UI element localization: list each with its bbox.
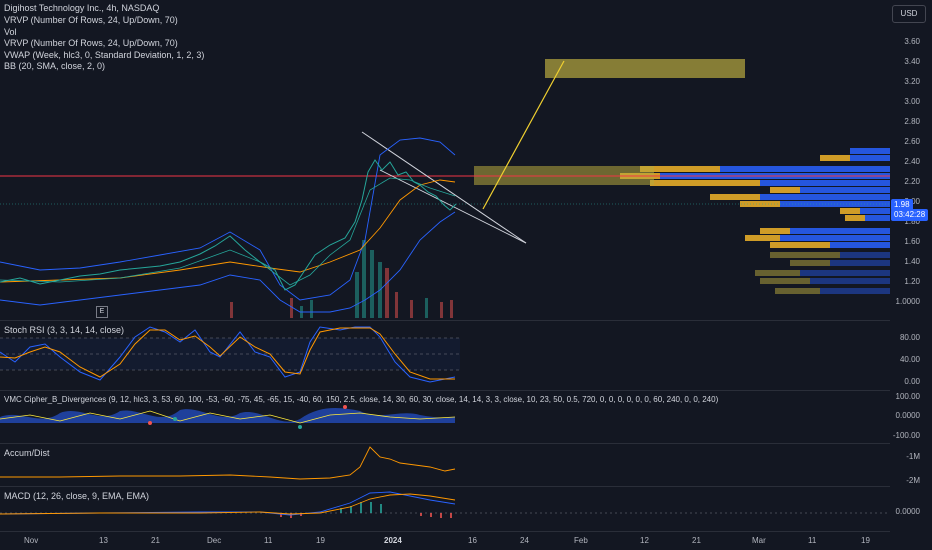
vmc-cipher-pane[interactable] (0, 405, 890, 443)
pane-divider[interactable] (0, 486, 890, 487)
vmc-tick: 0.0000 (895, 411, 920, 420)
date-tick: 11 (808, 536, 817, 545)
date-tick: Dec (207, 536, 222, 545)
date-tick: Nov (24, 536, 39, 545)
date-tick: 12 (640, 536, 649, 545)
date-tick: Mar (752, 536, 766, 545)
main-price-chart[interactable] (0, 0, 890, 320)
volume-profile (620, 148, 890, 294)
vmc-tick: -100.00 (892, 431, 920, 440)
date-tick: 2024 (384, 536, 402, 545)
price-tick: 1.40 (904, 257, 920, 266)
price-tick: 2.60 (904, 137, 920, 146)
target-zone-upper (545, 59, 745, 78)
vmc-tick: 100.00 (895, 392, 920, 401)
date-tick: 13 (99, 536, 108, 545)
vmc-cipher-label[interactable]: VMC Cipher_B_Divergences (9, 12, hlc3, 3… (4, 395, 719, 404)
price-tick: 2.20 (904, 177, 920, 186)
indicator-legend: VRVP (Number Of Rows, 24, Up/Down, 70) V… (4, 15, 204, 73)
price-axis[interactable]: 3.60 3.40 3.20 3.00 2.80 2.60 2.40 2.20 … (890, 0, 932, 320)
price-tick: 3.20 (904, 77, 920, 86)
accum-dist-pane[interactable] (0, 445, 890, 485)
price-tick: 1.20 (904, 277, 920, 286)
date-tick: 16 (468, 536, 477, 545)
price-tick: 3.00 (904, 97, 920, 106)
accum-dist-label[interactable]: Accum/Dist (4, 448, 50, 458)
currency-button[interactable]: USD (892, 5, 926, 23)
date-tick: Feb (574, 536, 588, 545)
date-tick: 19 (861, 536, 870, 545)
date-tick: 19 (316, 536, 325, 545)
legend-vol[interactable]: Vol (4, 26, 17, 37)
earnings-badge[interactable]: E (96, 306, 108, 318)
stoch-rsi-label[interactable]: Stoch RSI (3, 3, 14, 14, close) (4, 325, 125, 335)
pane-divider[interactable] (0, 443, 890, 444)
accum-tick: -1M (906, 452, 920, 461)
stoch-tick: 40.00 (899, 355, 920, 364)
countdown-badge: 03:42:28 (891, 209, 929, 221)
accum-tick: -2M (906, 476, 920, 485)
price-tick: 3.60 (904, 37, 920, 46)
price-tick: 1.80 (904, 217, 920, 226)
legend-vwap[interactable]: VWAP (Week, hlc3, 0, Standard Deviation,… (4, 49, 205, 60)
volume-bars (230, 240, 453, 318)
stoch-rsi-pane[interactable] (0, 322, 890, 390)
macd-pane[interactable] (0, 488, 890, 530)
price-tick: 2.40 (904, 157, 920, 166)
price-tick: 2.80 (904, 117, 920, 126)
price-tick: 3.40 (904, 57, 920, 66)
legend-vrvp-1[interactable]: VRVP (Number Of Rows, 24, Up/Down, 70) (4, 15, 178, 25)
date-tick: 24 (520, 536, 529, 545)
pane-divider (0, 531, 890, 532)
legend-vrvp-2[interactable]: VRVP (Number Of Rows, 24, Up/Down, 70) (4, 38, 178, 48)
date-tick: 21 (692, 536, 701, 545)
date-tick: 11 (264, 536, 273, 545)
chart-title: Digihost Technology Inc., 4h, NASDAQ (4, 3, 160, 13)
macd-label[interactable]: MACD (12, 26, close, 9, EMA, EMA) (4, 491, 150, 501)
pane-divider[interactable] (0, 320, 890, 321)
price-tick: 1.60 (904, 237, 920, 246)
stoch-tick: 0.00 (904, 377, 920, 386)
macd-tick: 0.0000 (895, 507, 920, 516)
legend-bb[interactable]: BB (20, SMA, close, 2, 0) (4, 61, 106, 71)
price-tick: 1.0000 (895, 297, 920, 306)
stoch-tick: 80.00 (899, 333, 920, 342)
pane-divider[interactable] (0, 390, 890, 391)
last-price-badge: 1.98 (891, 199, 913, 211)
date-tick: 21 (151, 536, 160, 545)
